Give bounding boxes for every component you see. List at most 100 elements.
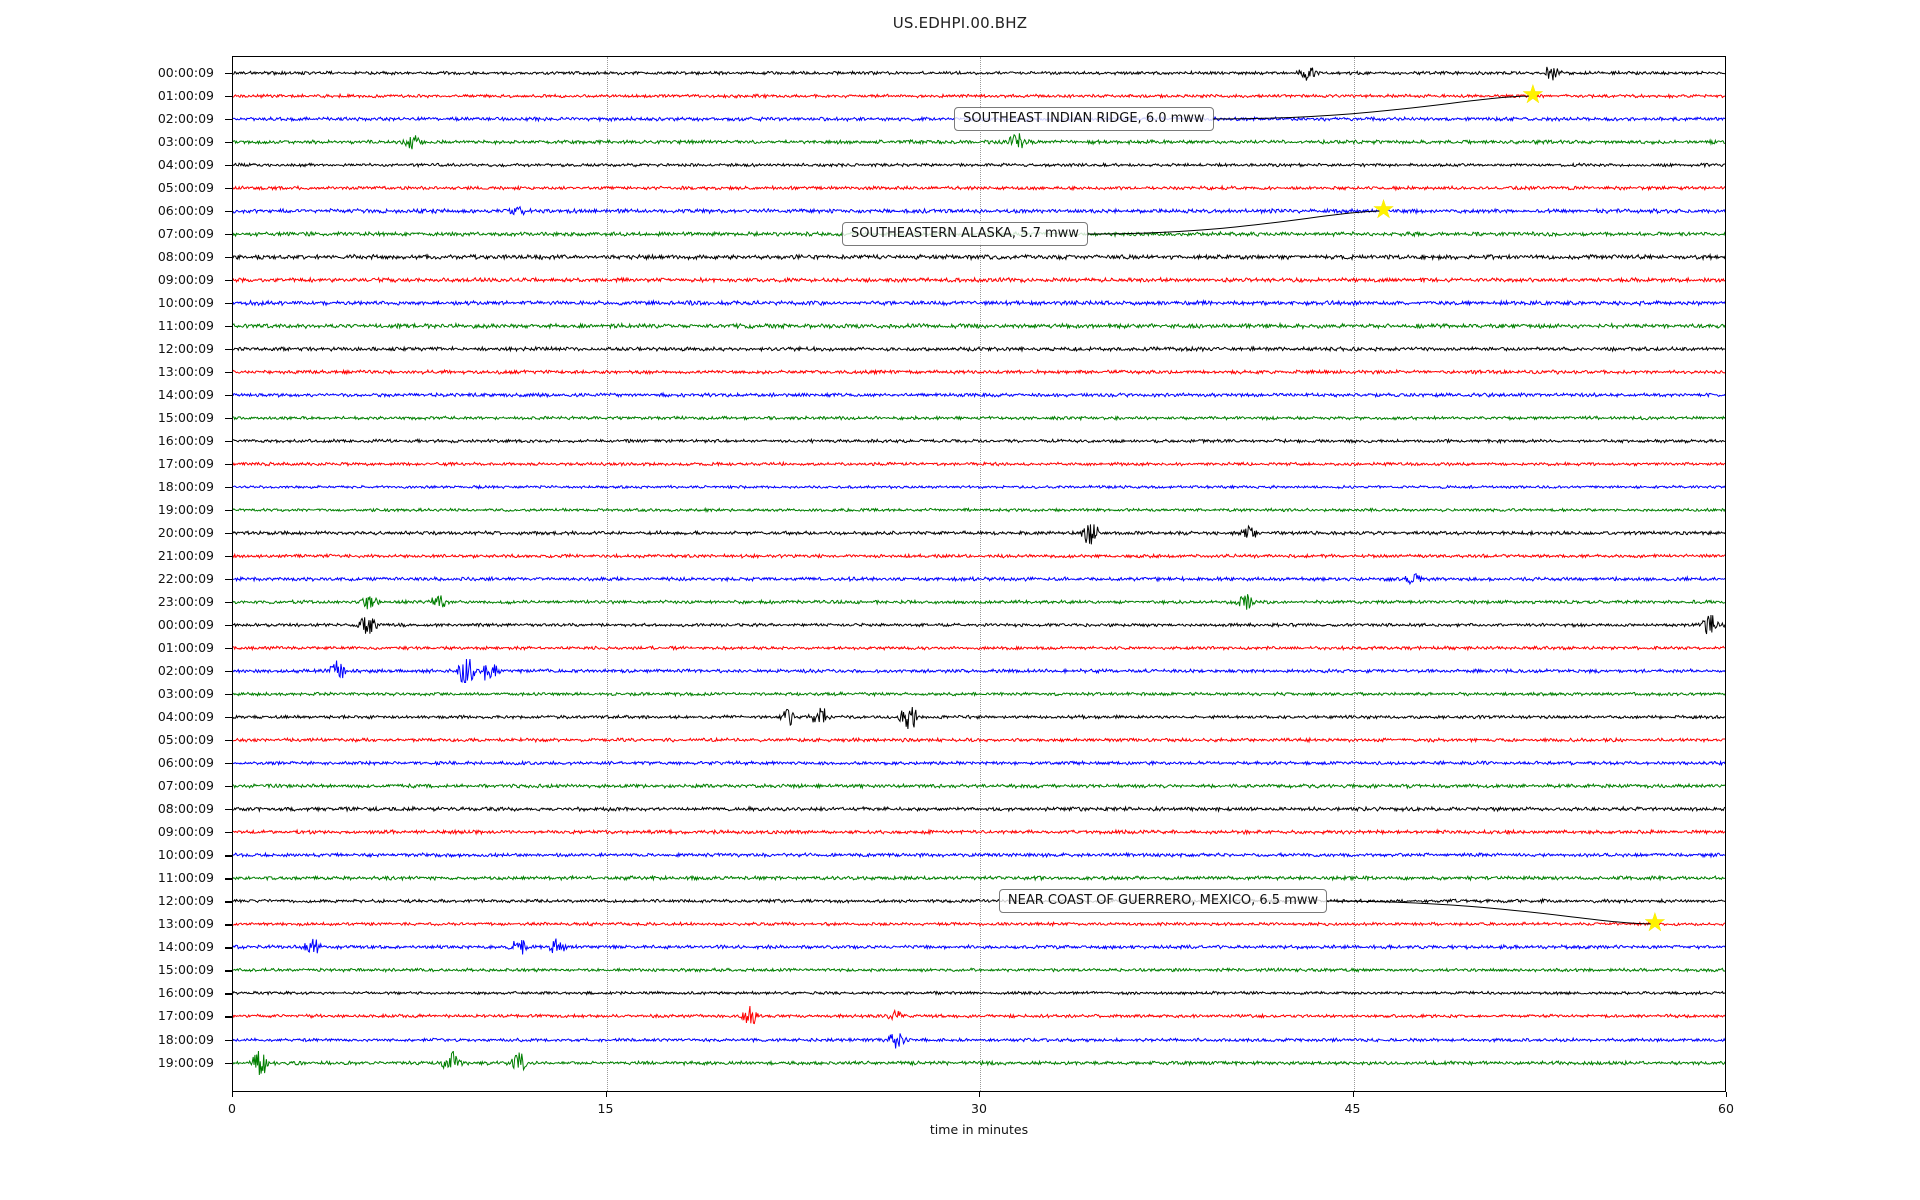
y-axis-tick-label: 01:00:09 <box>157 640 214 656</box>
y-axis-tick-label: 09:00:09 <box>157 824 214 840</box>
y-axis-tick-mark <box>225 141 232 143</box>
trace-row <box>233 751 1725 777</box>
trace-row <box>233 613 1725 639</box>
trace-waveform <box>233 383 1725 407</box>
y-axis-tick-mark <box>225 786 232 788</box>
y-axis-tick-mark <box>225 533 232 535</box>
y-axis-tick-mark <box>225 348 232 351</box>
trace-waveform <box>233 429 1725 453</box>
annotation-leader-line <box>1326 900 1657 925</box>
y-axis-tick-mark <box>225 187 232 189</box>
y-axis-tick-label: 01:00:09 <box>157 87 214 103</box>
y-axis-tick-mark <box>225 947 232 949</box>
trace-waveform <box>233 705 1725 729</box>
y-axis-tick-label: 13:00:09 <box>157 363 214 379</box>
y-axis-tick-label: 07:00:09 <box>157 225 214 241</box>
trace-row <box>233 84 1725 110</box>
y-axis-tick-label: 13:00:09 <box>157 916 214 932</box>
trace-waveform <box>233 360 1725 384</box>
y-axis-tick-label: 15:00:09 <box>157 409 214 425</box>
trace-row <box>233 567 1725 593</box>
trace-row <box>233 153 1725 179</box>
trace-row <box>233 866 1725 892</box>
y-axis-tick-label: 11:00:09 <box>157 317 214 333</box>
trace-waveform <box>233 682 1725 706</box>
y-axis-tick-mark <box>225 302 232 304</box>
y-axis-tick-mark <box>225 509 232 512</box>
trace-waveform <box>233 314 1725 338</box>
y-axis-tick-mark <box>225 440 232 443</box>
trace-waveform <box>233 199 1725 223</box>
y-axis-tick-label: 04:00:09 <box>157 156 214 172</box>
y-axis-tick-label: 11:00:09 <box>157 870 214 886</box>
annotation-leader-line <box>1213 95 1535 120</box>
y-axis-tick-label: 17:00:09 <box>157 455 214 471</box>
y-axis-tick-label: 17:00:09 <box>157 1008 214 1024</box>
trace-row <box>233 889 1725 915</box>
y-axis-tick-label: 14:00:09 <box>157 939 214 955</box>
x-axis-tick-label: 30 <box>971 1101 987 1116</box>
trace-row <box>233 981 1725 1007</box>
y-axis-tick-label: 00:00:09 <box>157 64 214 80</box>
y-axis-tick-label: 18:00:09 <box>157 478 214 494</box>
trace-waveform <box>233 291 1725 315</box>
y-axis-tick-label: 02:00:09 <box>157 110 214 126</box>
y-axis-tick-label: 23:00:09 <box>157 594 214 610</box>
trace-row <box>233 61 1725 87</box>
event-star-icon: ★ <box>1521 79 1545 110</box>
trace-waveform <box>233 544 1725 568</box>
y-axis-tick-mark <box>225 579 232 581</box>
trace-waveform <box>233 452 1725 476</box>
y-axis-tick-mark <box>225 1039 232 1041</box>
x-axis-tick-mark <box>232 1092 234 1097</box>
y-axis-tick-mark <box>225 625 232 627</box>
trace-waveform <box>233 659 1725 683</box>
y-axis-tick-label: 18:00:09 <box>157 1031 214 1047</box>
trace-row <box>233 199 1725 225</box>
y-axis-tick-label: 20:00:09 <box>157 525 214 541</box>
trace-waveform <box>233 153 1725 177</box>
trace-row <box>233 912 1725 938</box>
event-annotation-label: SOUTHEASTERN ALASKA, 5.7 mww <box>842 221 1088 246</box>
trace-waveform <box>233 590 1725 614</box>
trace-waveform <box>233 820 1725 844</box>
y-axis-tick-mark <box>225 371 232 374</box>
y-axis-tick-mark <box>225 602 232 604</box>
x-axis-tick-mark <box>605 1092 607 1097</box>
y-axis-tick-mark <box>225 164 232 166</box>
trace-waveform <box>233 84 1725 108</box>
gridline-30 <box>980 57 982 1091</box>
trace-row <box>233 590 1725 616</box>
x-axis-tick-label: 0 <box>228 1101 236 1116</box>
trace-row <box>233 406 1725 432</box>
y-axis-tick-mark <box>225 210 232 212</box>
y-axis-tick-label: 07:00:09 <box>157 778 214 794</box>
trace-row <box>233 774 1725 800</box>
trace-waveform <box>233 337 1725 361</box>
y-axis-tick-mark <box>225 233 232 235</box>
trace-waveform <box>233 889 1725 913</box>
y-axis-tick-label: 22:00:09 <box>157 571 214 587</box>
y-axis-tick-label: 16:00:09 <box>157 985 214 1001</box>
trace-waveform <box>233 774 1725 798</box>
y-axis-tick-label: 19:00:09 <box>157 1054 214 1070</box>
x-axis-tick-label: 45 <box>1344 1101 1361 1116</box>
x-axis-tick-label: 60 <box>1718 1101 1734 1116</box>
trace-waveform <box>233 406 1725 430</box>
trace-waveform <box>233 912 1725 936</box>
trace-row <box>233 636 1725 662</box>
trace-waveform <box>233 245 1725 269</box>
trace-waveform <box>233 268 1725 292</box>
y-axis-tick-mark <box>225 694 232 696</box>
trace-row <box>233 475 1725 501</box>
y-axis-tick-label: 05:00:09 <box>157 179 214 195</box>
trace-row <box>233 130 1725 156</box>
event-annotation-label: NEAR COAST OF GUERRERO, MEXICO, 6.5 mww <box>998 889 1328 914</box>
y-axis-tick-mark <box>225 970 232 972</box>
y-axis-tick-label: 08:00:09 <box>157 248 214 264</box>
y-axis-tick-label: 10:00:09 <box>157 847 214 863</box>
trace-waveform <box>233 130 1725 154</box>
trace-row <box>233 1004 1725 1030</box>
event-star-icon: ★ <box>1371 194 1396 225</box>
y-axis-tick-mark <box>225 279 232 281</box>
